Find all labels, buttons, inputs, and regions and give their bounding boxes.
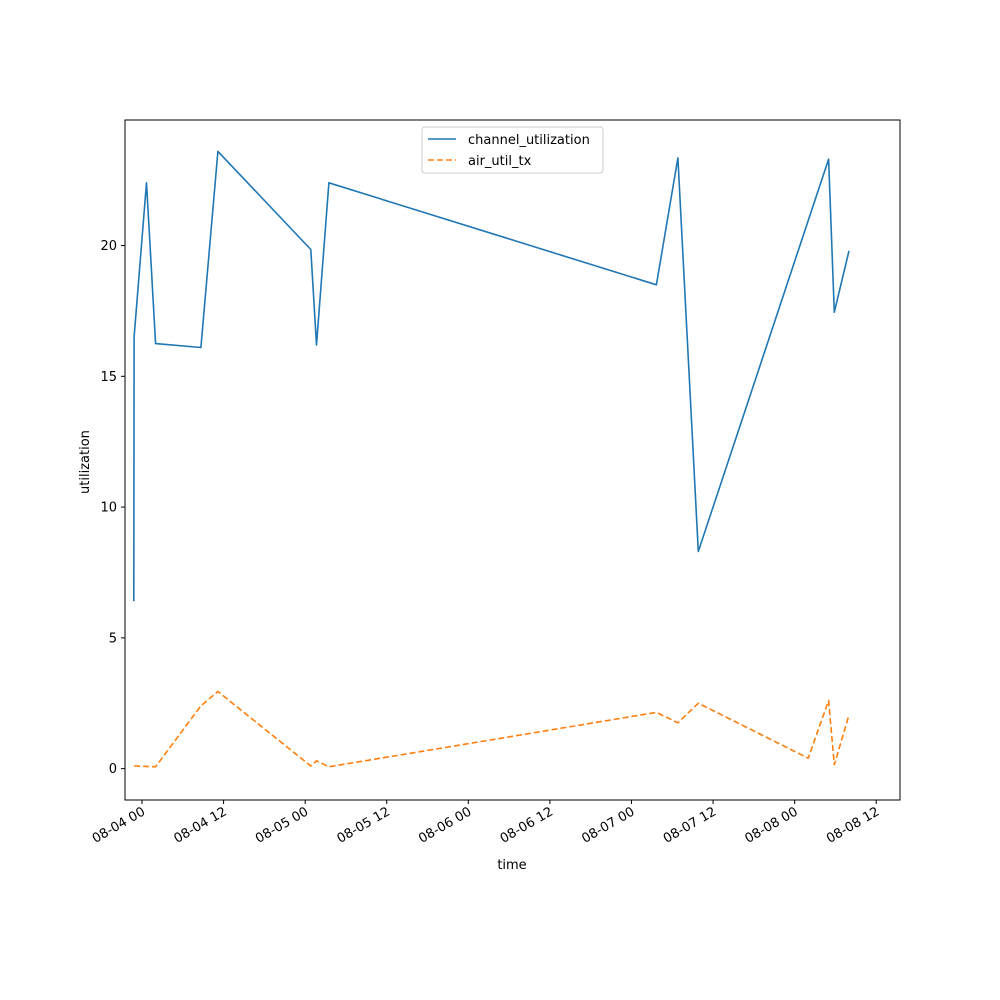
- y-tick-label: 15: [100, 370, 117, 385]
- x-axis-label: time: [497, 858, 526, 873]
- plot-area: [124, 119, 901, 801]
- legend: channel_utilization air_util_tx: [421, 126, 604, 174]
- plot-frame: [124, 119, 901, 801]
- y-axis-label: utilization: [78, 430, 93, 494]
- legend-box: [421, 126, 604, 174]
- y-tick-label: 20: [100, 239, 117, 254]
- y-tick-label: 10: [100, 501, 117, 516]
- legend-entry-label: channel_utilization: [468, 133, 590, 148]
- series-line-air_util_tx: [134, 690, 850, 768]
- y-tick-label: 0: [109, 762, 117, 777]
- series-layer: [133, 150, 850, 768]
- series-line-channel_utilization: [133, 150, 850, 602]
- legend-entry-label: air_util_tx: [468, 154, 532, 169]
- y-tick-label: 5: [109, 631, 117, 646]
- y-axis: 0 5 10 15 20: [100, 239, 125, 777]
